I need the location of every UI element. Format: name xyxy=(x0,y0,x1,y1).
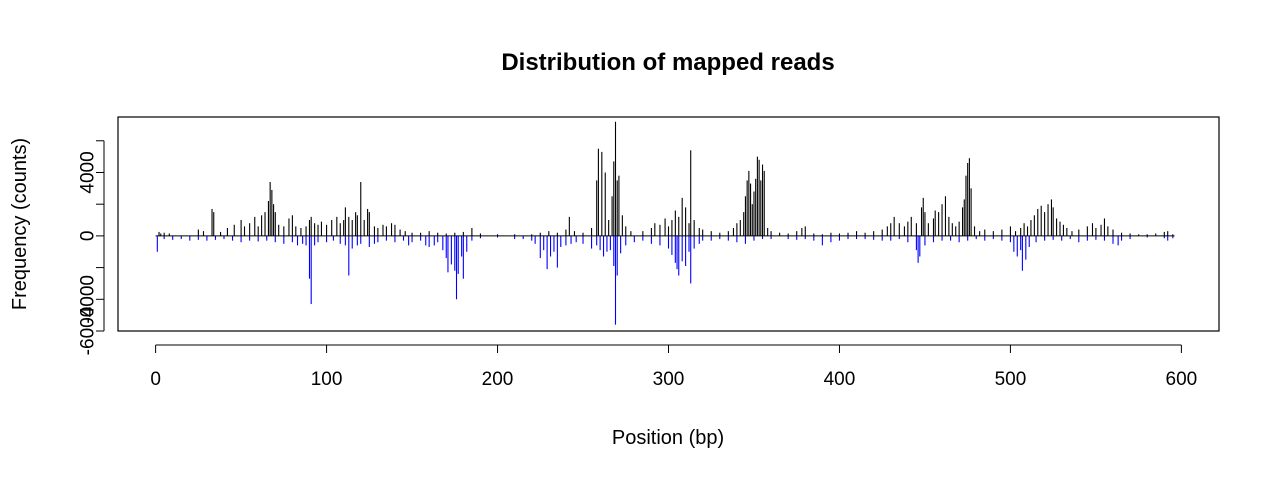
x-tick-label: 0 xyxy=(150,369,161,390)
series-0 xyxy=(158,121,1174,236)
y-axis-label: Frequency (counts) xyxy=(9,138,31,310)
y-tick-label: -6000 xyxy=(78,307,99,356)
plot-frame xyxy=(117,116,1220,332)
x-axis-label: Position (bp) xyxy=(612,427,724,449)
x-tick-label: 200 xyxy=(482,369,514,390)
x-tick-label: 600 xyxy=(1166,369,1198,390)
x-tick-label: 400 xyxy=(824,369,856,390)
y-axis: -6000-4000 0 4000 xyxy=(78,140,105,356)
x-axis: 0 100 200 300 400 500 600 xyxy=(150,344,1198,390)
bars-layer xyxy=(155,121,1175,325)
x-tick-label: 300 xyxy=(653,369,685,390)
chart-title: Distribution of mapped reads xyxy=(501,49,834,76)
y-tick-label: 0 xyxy=(78,231,99,242)
x-tick-label: 500 xyxy=(995,369,1027,390)
x-tick-label: 100 xyxy=(311,369,343,390)
series-1 xyxy=(156,235,1174,325)
y-tick-label: 4000 xyxy=(78,151,99,193)
y-tick-label: -4000 xyxy=(78,275,99,324)
